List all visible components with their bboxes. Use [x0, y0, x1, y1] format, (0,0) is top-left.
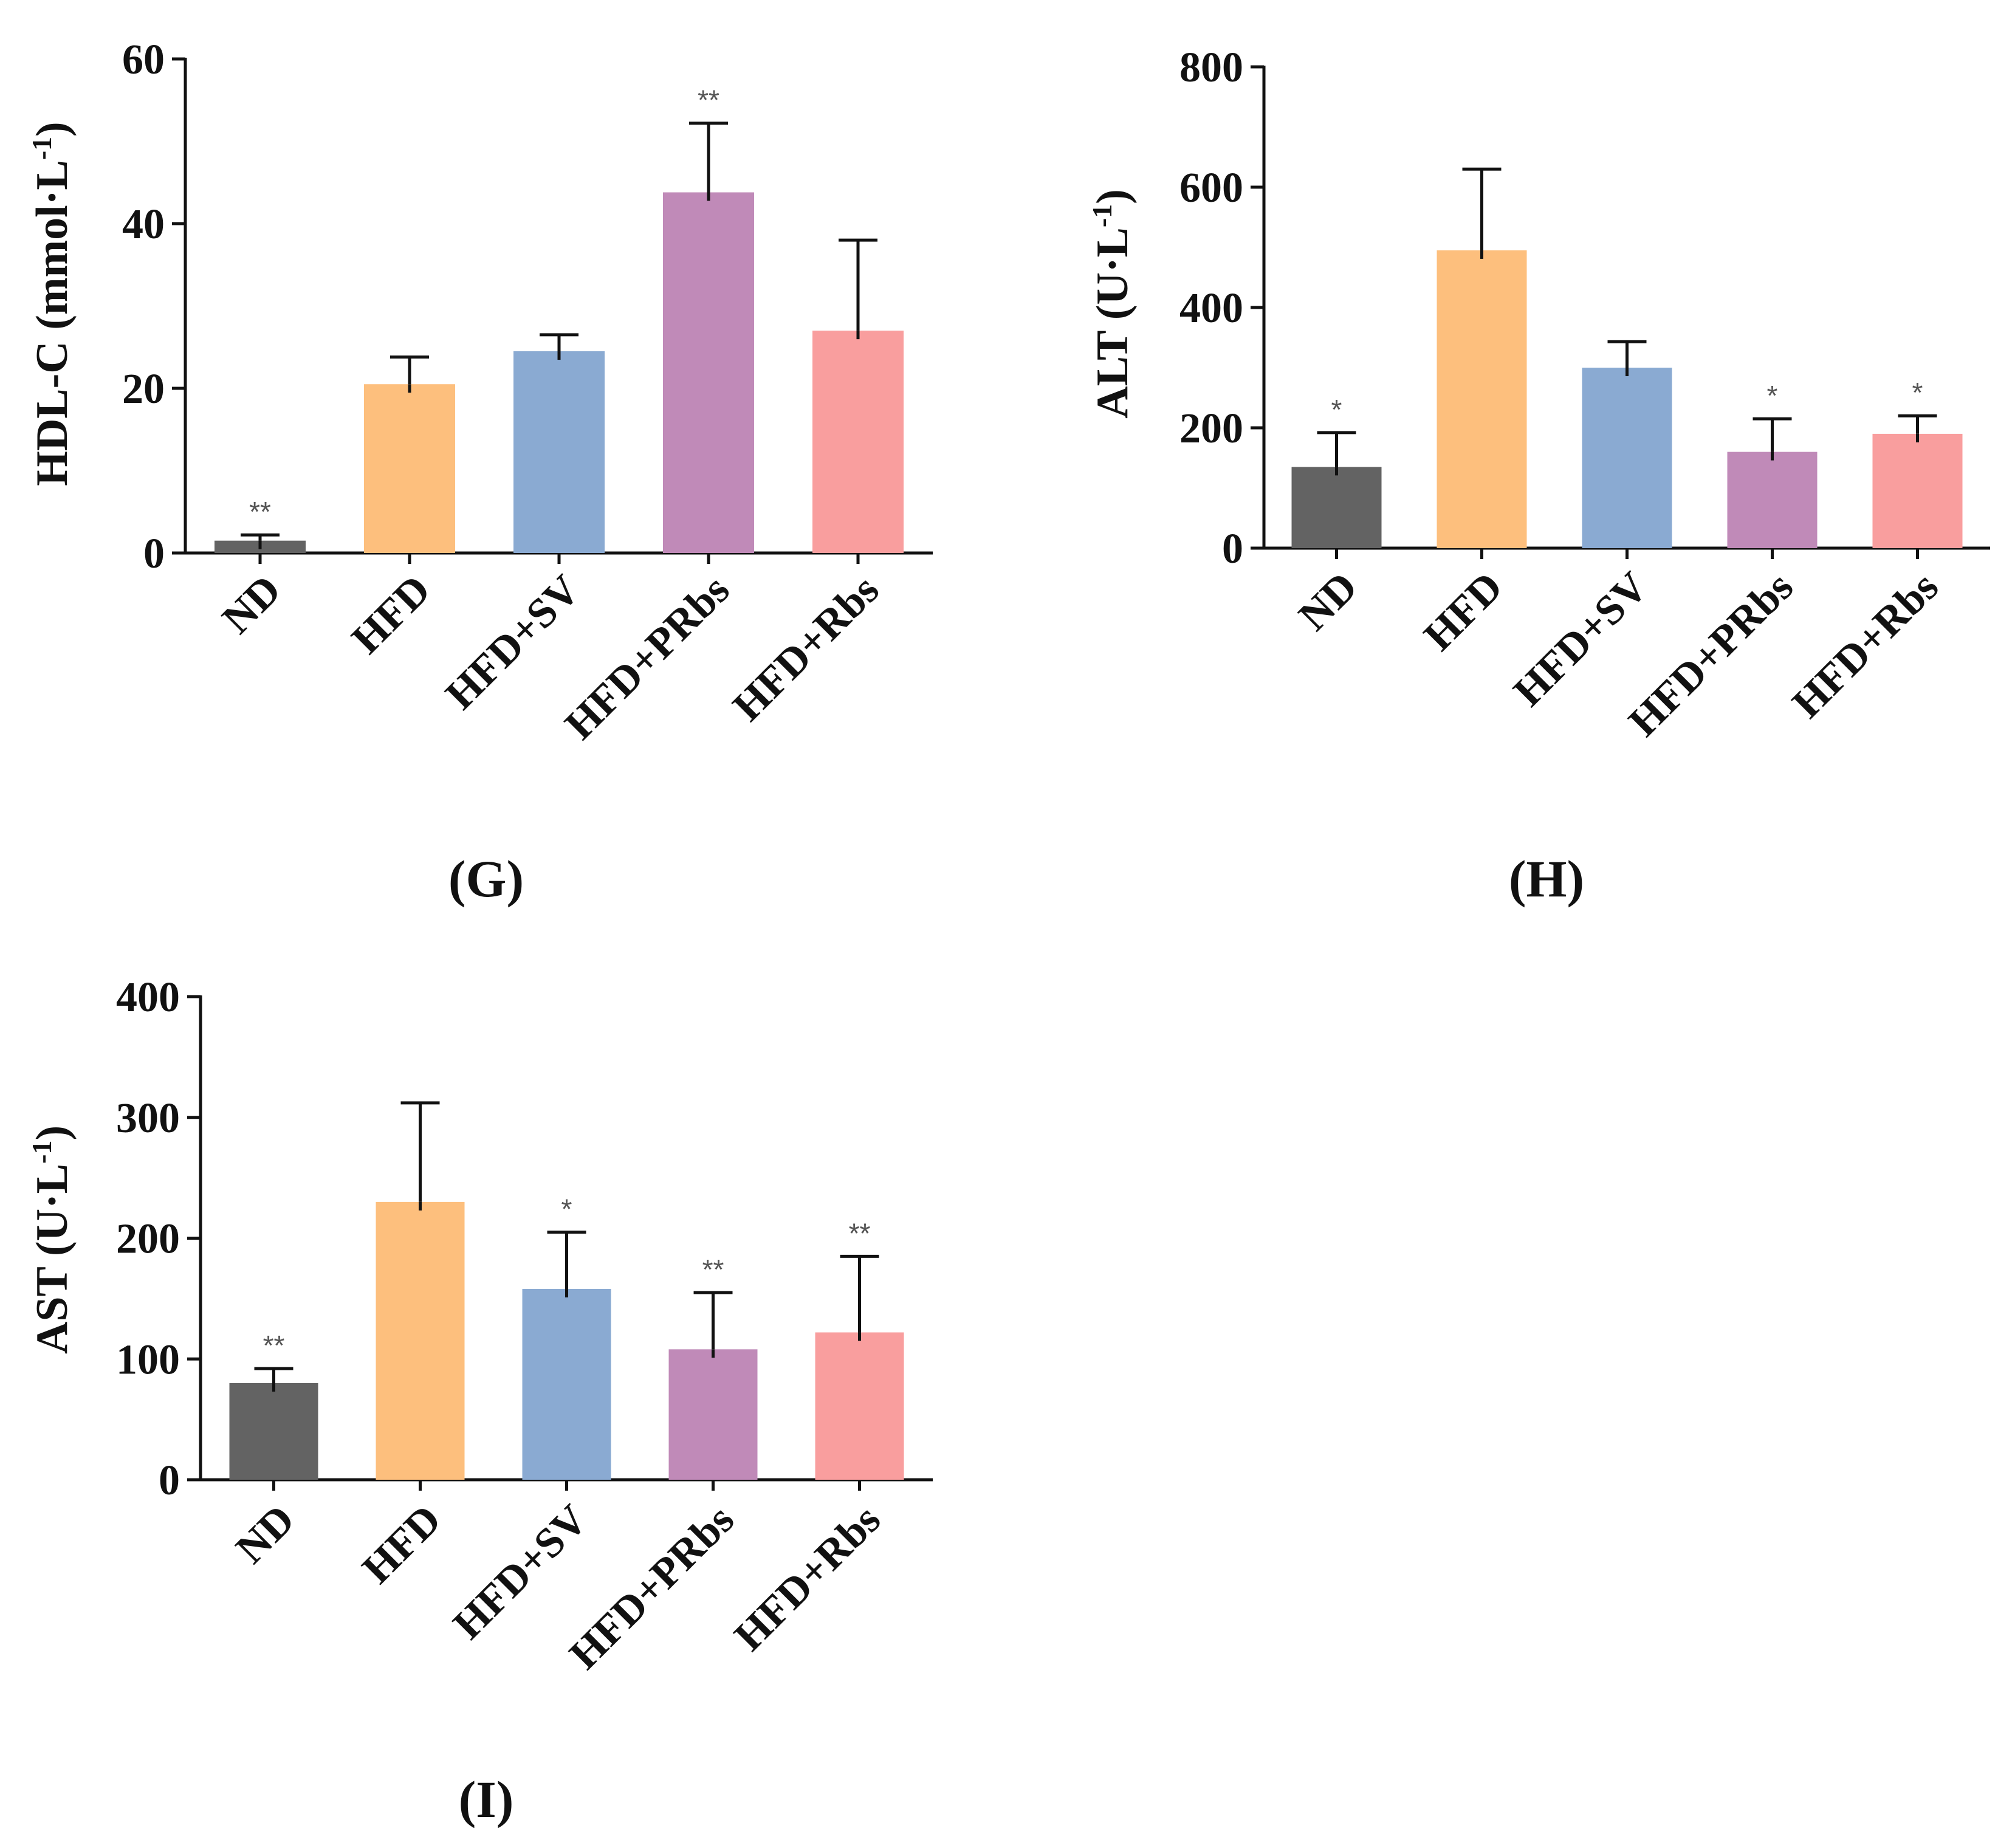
- y-tick-label: 100: [116, 1336, 180, 1383]
- y-tick-label: 600: [1179, 165, 1243, 211]
- category-label: HFD+Rbs: [1783, 563, 1948, 727]
- y-tick-label: 800: [1179, 44, 1243, 91]
- bar: [376, 1201, 465, 1480]
- bar: [1291, 467, 1382, 548]
- category-label: ND: [1290, 563, 1367, 640]
- category-label: HFD+Rbs: [726, 1496, 890, 1660]
- significance-label: *: [561, 1194, 572, 1225]
- bar: [663, 192, 754, 553]
- significance-label: *: [1912, 377, 1923, 408]
- y-axis-title: AST (U·L-1): [26, 1125, 77, 1354]
- bar: [1872, 433, 1963, 548]
- y-tick-label: 400: [1179, 285, 1243, 332]
- y-tick-label: 200: [1179, 405, 1243, 452]
- panel-caption: (I): [459, 1770, 514, 1829]
- category-label: HFD+SV: [444, 1496, 596, 1648]
- y-axis-title: ALT (U·L-1): [1087, 189, 1138, 419]
- bar: [1582, 368, 1672, 548]
- y-tick-label: 20: [122, 366, 165, 413]
- bar: [1437, 250, 1527, 548]
- bar: [229, 1383, 318, 1480]
- category-label: HFD+SV: [437, 566, 589, 718]
- bar: [1727, 452, 1818, 548]
- category-label: HFD: [343, 566, 439, 663]
- bar: [812, 331, 904, 553]
- significance-label: **: [263, 1330, 285, 1361]
- y-axis-title: HDL-C (mmol·L-1): [26, 122, 77, 486]
- category-label: HFD+SV: [1505, 563, 1656, 715]
- y-tick-label: 0: [1222, 526, 1243, 572]
- y-tick-label: 200: [116, 1216, 180, 1263]
- category-label: HFD+Rbs: [724, 566, 888, 730]
- bar: [364, 384, 455, 553]
- category-label: HFD+PRbs: [556, 566, 738, 749]
- significance-label: **: [698, 84, 719, 116]
- significance-label: **: [702, 1254, 724, 1285]
- significance-label: **: [849, 1217, 871, 1249]
- y-tick-label: 400: [116, 974, 180, 1021]
- chart-panel-i: 0 100 200 300 400 AST (U·L-1) ** ND HFD * HFD+SV **…: [26, 974, 933, 1829]
- y-tick-label: 0: [143, 531, 165, 577]
- panel-caption: (G): [448, 850, 524, 908]
- bar: [668, 1349, 758, 1480]
- y-tick-label: 0: [159, 1457, 180, 1504]
- significance-label: *: [1331, 394, 1342, 425]
- category-label: HFD: [1415, 563, 1512, 660]
- y-tick-label: 40: [122, 201, 165, 248]
- panel-caption: (H): [1509, 850, 1584, 908]
- category-label: ND: [227, 1496, 304, 1573]
- significance-label: *: [1767, 380, 1778, 411]
- bar: [513, 351, 605, 553]
- bar: [815, 1332, 904, 1480]
- y-tick-label: 60: [122, 36, 165, 83]
- bar: [522, 1288, 611, 1480]
- y-tick-label: 300: [116, 1095, 180, 1142]
- significance-label: **: [249, 496, 271, 527]
- category-label: ND: [213, 566, 290, 643]
- category-label: HFD: [354, 1496, 450, 1593]
